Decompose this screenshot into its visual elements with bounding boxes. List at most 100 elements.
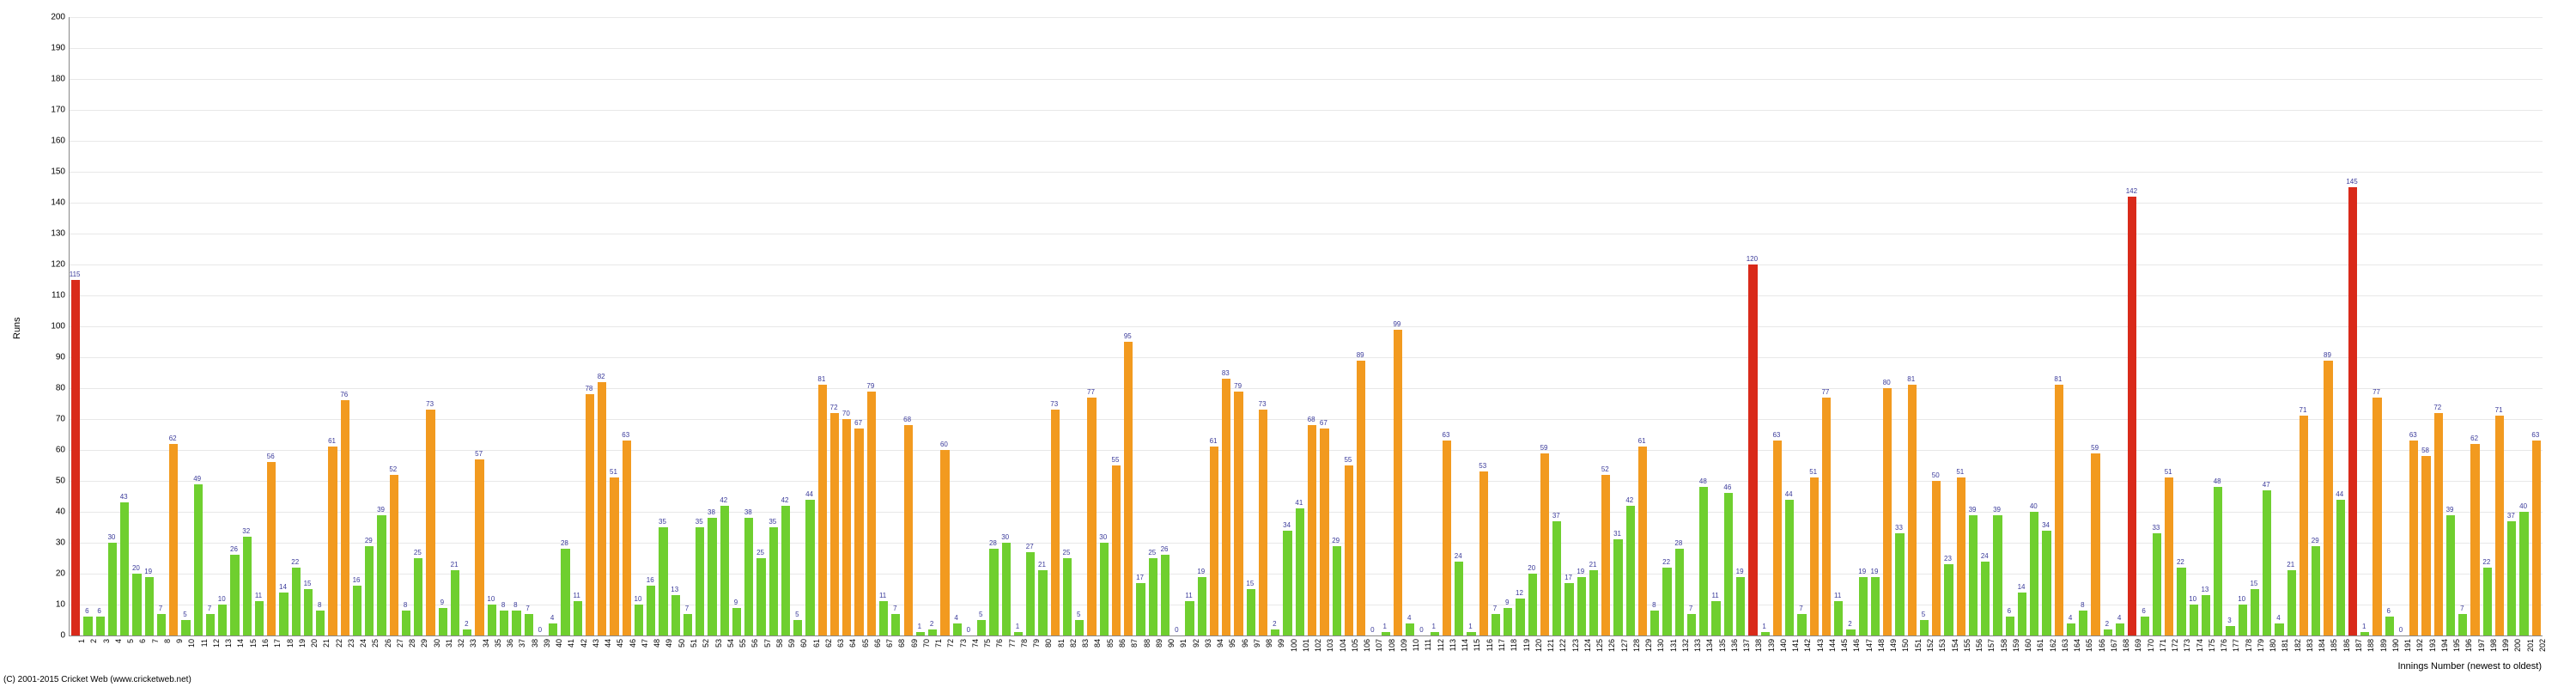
x-tick-label: 13: [224, 639, 233, 647]
x-tick-label: 162: [2049, 639, 2057, 652]
bar-value-label: 32: [242, 527, 250, 535]
bar: [1846, 629, 1855, 635]
bar: [586, 394, 594, 635]
bar-value-label: 31: [1613, 530, 1621, 538]
x-axis-title: Innings Number (newest to oldest): [2397, 661, 2542, 672]
x-tick-label: 91: [1179, 639, 1188, 647]
copyright-text: (C) 2001-2015 Cricket Web (www.cricketwe…: [3, 675, 191, 684]
x-tick-label: 184: [2318, 639, 2326, 652]
bar-value-label: 7: [208, 605, 211, 612]
bar: [854, 429, 863, 635]
bar: [243, 537, 252, 635]
bar: [512, 611, 520, 635]
bar-value-label: 0: [538, 626, 542, 634]
bar: [525, 614, 533, 635]
x-tick-label: 71: [934, 639, 943, 647]
bar-value-label: 11: [1185, 592, 1192, 599]
x-tick-label: 17: [273, 639, 282, 647]
bar: [1014, 632, 1023, 635]
bar-value-label: 8: [513, 601, 517, 609]
bar-value-label: 39: [377, 506, 385, 514]
bar-value-label: 21: [451, 561, 459, 568]
x-tick-label: 92: [1192, 639, 1200, 647]
bar: [867, 392, 876, 635]
bar-value-label: 25: [1063, 549, 1071, 556]
bar-value-label: 44: [805, 490, 813, 498]
x-tick-label: 202: [2538, 639, 2547, 652]
bar-value-label: 51: [2165, 468, 2172, 476]
bar: [1748, 264, 1757, 635]
bar: [71, 280, 80, 635]
bar: [426, 410, 434, 635]
x-tick-label: 50: [677, 639, 686, 647]
x-tick-label: 44: [604, 639, 612, 647]
y-tick-label: 90: [45, 353, 65, 362]
y-tick-label: 140: [45, 198, 65, 208]
x-tick-label: 59: [787, 639, 796, 647]
x-tick-label: 36: [506, 639, 514, 647]
x-tick-label: 81: [1057, 639, 1066, 647]
x-tick-label: 66: [873, 639, 882, 647]
x-tick-label: 51: [690, 639, 698, 647]
bar-value-label: 77: [1821, 388, 1829, 396]
gridline: [70, 450, 2543, 451]
bar-value-label: 77: [1087, 388, 1095, 396]
x-tick-label: 154: [1951, 639, 1959, 652]
bar-value-label: 68: [903, 416, 911, 423]
bar-value-label: 89: [1357, 351, 1364, 359]
bar: [1589, 570, 1598, 635]
bar-value-label: 39: [1969, 506, 1977, 514]
bar: [96, 617, 105, 635]
y-tick-label: 190: [45, 44, 65, 53]
x-tick-label: 177: [2232, 639, 2240, 652]
bar-value-label: 89: [2324, 351, 2331, 359]
bar-value-label: 19: [1736, 568, 1744, 575]
bar: [1687, 614, 1696, 635]
bar: [635, 605, 643, 635]
x-tick-label: 142: [1803, 639, 1812, 652]
bar-value-label: 15: [1246, 580, 1254, 587]
bar-value-label: 55: [1344, 456, 1352, 464]
y-tick-label: 0: [45, 631, 65, 641]
bar: [1699, 487, 1708, 635]
bar: [2251, 589, 2259, 635]
x-tick-label: 75: [983, 639, 992, 647]
bar: [561, 549, 569, 635]
bar: [279, 593, 288, 635]
x-tick-label: 3: [102, 639, 111, 643]
bar: [451, 570, 459, 635]
gridline: [70, 172, 2543, 173]
bar: [1516, 599, 1524, 635]
bar-value-label: 6: [85, 607, 88, 615]
bar-value-label: 10: [487, 595, 495, 603]
bar: [1711, 601, 1720, 635]
bar: [598, 382, 606, 635]
x-tick-label: 124: [1583, 639, 1592, 652]
x-tick-label: 84: [1093, 639, 1102, 647]
x-tick-label: 112: [1437, 639, 1445, 651]
bar-value-label: 24: [1455, 552, 1462, 560]
bar-value-label: 19: [144, 568, 152, 575]
bar-value-label: 8: [501, 601, 505, 609]
gridline: [70, 419, 2543, 420]
x-tick-label: 198: [2489, 639, 2498, 652]
x-tick-label: 127: [1620, 639, 1629, 652]
x-tick-label: 70: [922, 639, 931, 647]
bar-value-label: 62: [2470, 435, 2478, 442]
x-tick-label: 31: [445, 639, 453, 647]
bar: [647, 586, 655, 635]
x-tick-label: 144: [1828, 639, 1837, 652]
bar: [414, 558, 422, 635]
bar: [2312, 546, 2320, 635]
x-tick-label: 119: [1522, 639, 1531, 651]
bar: [1993, 515, 2002, 635]
x-tick-label: 113: [1449, 639, 1457, 651]
bar: [1271, 629, 1279, 635]
bar-value-label: 40: [2030, 502, 2038, 510]
bar-value-label: 52: [1601, 465, 1609, 473]
x-tick-label: 200: [2513, 639, 2522, 652]
x-tick-label: 54: [726, 639, 735, 647]
x-tick-label: 49: [665, 639, 673, 647]
bar: [1455, 562, 1463, 635]
bar: [402, 611, 410, 635]
